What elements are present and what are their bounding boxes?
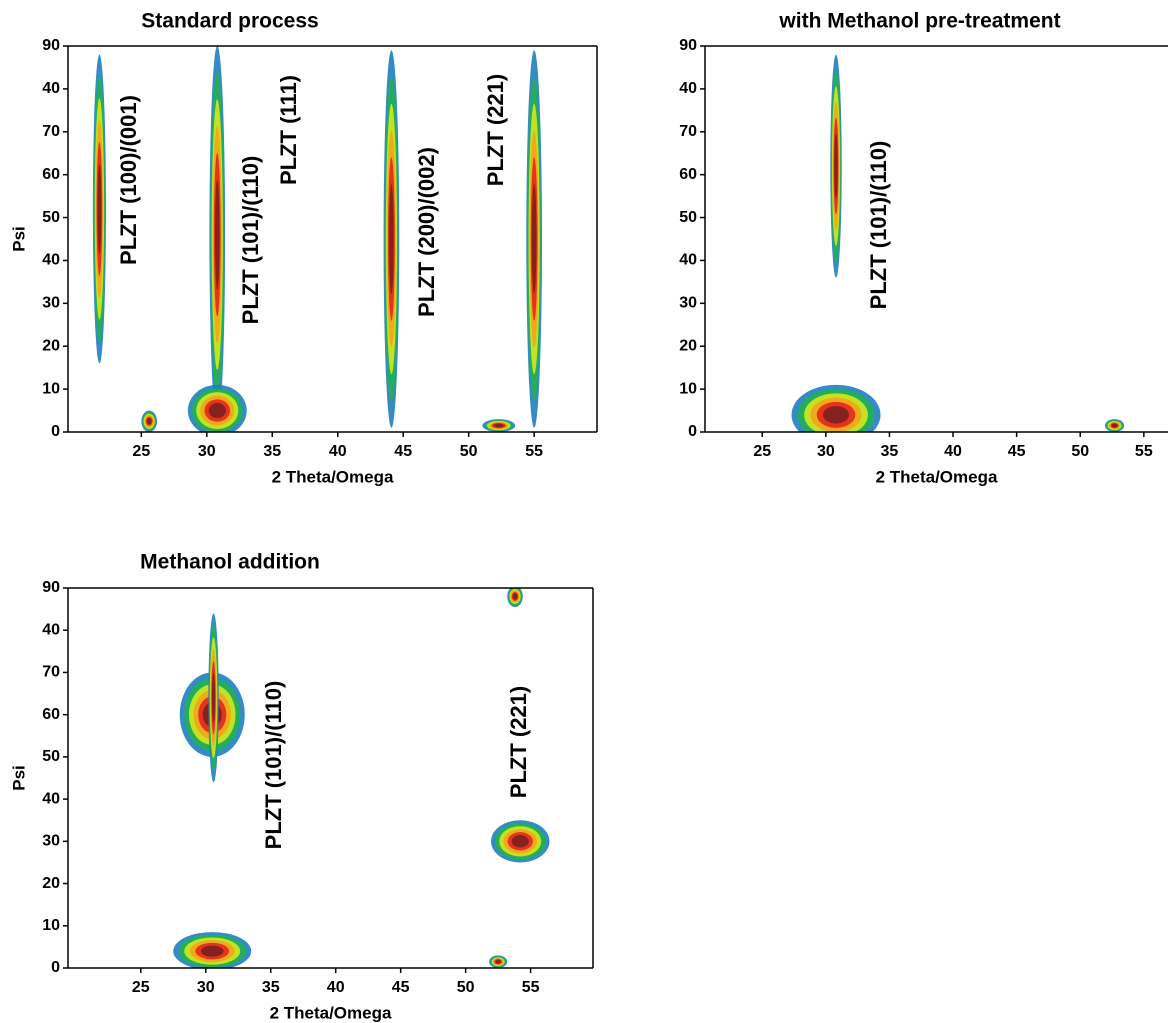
y-tick-label: 20 [679,337,697,354]
contour-level [212,673,216,723]
y-tick-label: 10 [42,917,60,934]
x-tick-label: 50 [460,443,478,460]
peak-annotation: PLZT (221) [506,686,531,798]
y-tick-label: 40 [42,252,60,269]
chart-title: Methanol addition [140,551,320,574]
y-tick-label: 30 [42,833,60,850]
y-tick-label: 50 [42,748,60,765]
y-tick-label: 40 [679,252,697,269]
peak-annotation: PLZT (100)/(001) [116,95,141,265]
contour-level [531,183,537,295]
contour-level [97,163,102,255]
contour-level [823,406,849,424]
x-tick-label: 50 [1071,443,1089,460]
y-tick-label: 10 [42,380,60,397]
peak-annotation: PLZT (111) [276,75,301,185]
y-tick-label: 10 [679,380,697,397]
contour-level [494,423,504,428]
y-tick-label: 0 [688,423,697,440]
contour-level [512,593,518,600]
y-tick-label: 50 [679,209,697,226]
y-tick-label: 20 [42,337,60,354]
y-axis-label: Psi [9,765,28,791]
x-tick-label: 55 [525,443,543,460]
y-tick-label: 30 [679,295,697,312]
x-tick-label: 45 [394,443,412,460]
chart-title: with Methanol pre-treatment [778,10,1060,33]
peak-annotation: PLZT (101)/(110) [238,156,263,325]
x-tick-label: 50 [457,979,475,996]
contour-level [200,945,224,957]
y-tick-label: 40 [679,80,697,97]
y-axis-label: Psi [9,226,28,252]
contour-level [1111,423,1118,428]
x-axis-label: 2 Theta/Omega [270,1003,392,1022]
y-tick-label: 40 [42,80,60,97]
y-tick-label: 0 [51,423,60,440]
y-tick-label: 20 [42,875,60,892]
plot-area [92,46,543,432]
y-tick-label: 70 [42,123,60,140]
contour-level [511,835,529,848]
contour-level [214,179,220,290]
x-tick-label: 30 [197,979,215,996]
x-tick-label: 55 [1135,443,1153,460]
x-tick-label: 40 [329,443,347,460]
y-tick-label: 40 [42,621,60,638]
x-tick-label: 35 [881,443,899,460]
y-tick-label: 50 [42,209,60,226]
contour-level [208,403,226,419]
y-tick-label: 70 [42,664,60,681]
x-tick-label: 55 [522,979,540,996]
x-tick-label: 40 [944,443,962,460]
y-tick-label: 70 [679,123,697,140]
y-tick-label: 60 [42,166,60,183]
peak-annotation: PLZT (101)/(110) [866,141,891,310]
x-tick-label: 45 [392,979,410,996]
plot-area [791,54,1125,432]
y-tick-label: 0 [51,959,60,976]
peak-annotation: PLZT (101)/(110) [261,681,286,850]
peak-annotation: PLZT (221) [483,74,508,186]
x-axis-label: 2 Theta/Omega [272,467,394,486]
y-tick-label: 40 [42,790,60,807]
y-tick-label: 60 [679,166,697,183]
y-tick-label: 30 [42,295,60,312]
x-tick-label: 45 [1008,443,1026,460]
x-tick-label: 25 [132,443,150,460]
x-tick-label: 35 [262,979,280,996]
peak-annotation: PLZT (200)/(002) [414,147,439,317]
chart-title: Standard process [141,10,318,33]
x-tick-label: 30 [198,443,216,460]
x-axis-label: 2 Theta/Omega [876,467,998,486]
contour-level [146,418,152,425]
x-tick-label: 35 [263,443,281,460]
x-tick-label: 25 [132,979,150,996]
y-tick-label: 60 [42,706,60,723]
contour-level [389,183,394,295]
y-tick-label: 90 [42,579,60,596]
x-tick-label: 30 [817,443,835,460]
contour-level [834,133,838,199]
contour-level [495,959,501,964]
plot-area [173,588,550,968]
y-tick-label: 90 [679,37,697,54]
x-tick-label: 25 [753,443,771,460]
x-tick-label: 40 [327,979,345,996]
y-tick-label: 90 [42,37,60,54]
